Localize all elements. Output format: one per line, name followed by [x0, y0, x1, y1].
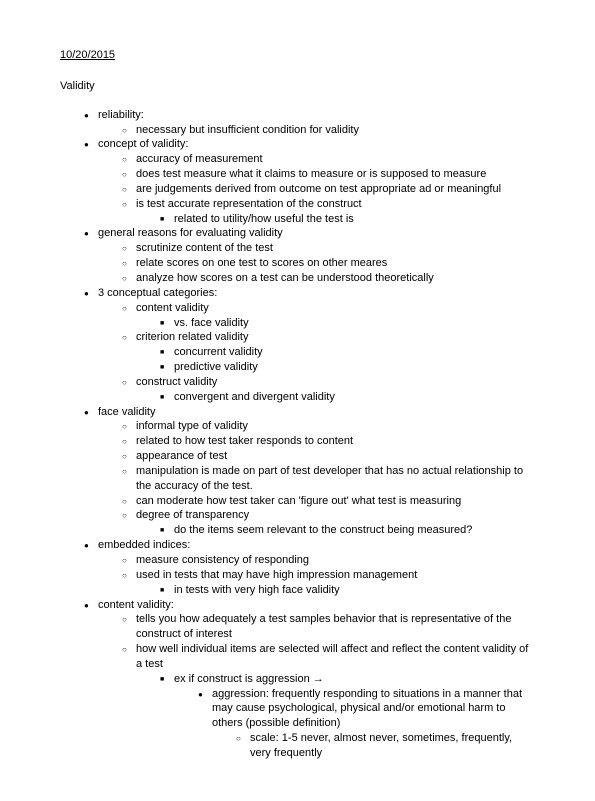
- item-text: convergent and divergent validity: [174, 391, 335, 403]
- item-text: scrutinize content of the test: [136, 242, 273, 254]
- item-text: content validity:: [98, 599, 174, 611]
- item-text: predictive validity: [174, 361, 258, 373]
- list-item: analyze how scores on a test can be unde…: [122, 271, 535, 286]
- list-item: construct validity convergent and diverg…: [122, 375, 535, 405]
- item-text: manipulation is made on part of test dev…: [136, 465, 523, 492]
- list-item: tells you how adequately a test samples …: [122, 612, 535, 642]
- item-text: 3 conceptual categories:: [98, 287, 217, 299]
- list-item: predictive validity: [160, 360, 535, 375]
- list-item: used in tests that may have high impress…: [122, 568, 535, 598]
- list-item: do the items seem relevant to the constr…: [160, 523, 535, 538]
- list-item: embedded indices: measure consistency of…: [84, 538, 535, 597]
- list-item: can moderate how test taker can 'figure …: [122, 494, 535, 509]
- list-item: 3 conceptual categories: content validit…: [84, 286, 535, 405]
- list-item: scrutinize content of the test: [122, 241, 535, 256]
- list-item: related to utility/how useful the test i…: [160, 212, 535, 227]
- list-item: content validity vs. face validity: [122, 301, 535, 331]
- list-item: criterion related validity concurrent va…: [122, 330, 535, 375]
- item-text: concurrent validity: [174, 346, 263, 358]
- item-text: how well individual items are selected w…: [136, 643, 528, 670]
- item-text: criterion related validity: [136, 331, 249, 343]
- item-text: relate scores on one test to scores on o…: [136, 257, 387, 269]
- item-text: aggression: frequently responding to sit…: [212, 688, 522, 730]
- item-text: embedded indices:: [98, 539, 190, 551]
- list-item: scale: 1-5 never, almost never, sometime…: [236, 731, 535, 761]
- list-item: aggression: frequently responding to sit…: [198, 687, 535, 761]
- item-text: are judgements derived from outcome on t…: [136, 183, 501, 195]
- item-text: measure consistency of responding: [136, 554, 309, 566]
- item-text: general reasons for evaluating validity: [98, 227, 283, 239]
- list-item: is test accurate representation of the c…: [122, 197, 535, 227]
- list-item: vs. face validity: [160, 316, 535, 331]
- item-text: concept of validity:: [98, 138, 189, 150]
- item-text: construct validity: [136, 376, 217, 388]
- item-text: face validity: [98, 406, 155, 418]
- list-item: concept of validity: accuracy of measure…: [84, 137, 535, 226]
- list-item: degree of transparency do the items seem…: [122, 508, 535, 538]
- list-item: general reasons for evaluating validity …: [84, 226, 535, 285]
- item-text: related to utility/how useful the test i…: [174, 213, 354, 225]
- list-item: appearance of test: [122, 449, 535, 464]
- list-item: are judgements derived from outcome on t…: [122, 182, 535, 197]
- list-item: informal type of validity: [122, 419, 535, 434]
- list-item: measure consistency of responding: [122, 553, 535, 568]
- item-text: is test accurate representation of the c…: [136, 198, 362, 210]
- item-text: analyze how scores on a test can be unde…: [136, 272, 434, 284]
- list-item: in tests with very high face validity: [160, 583, 535, 598]
- list-item: how well individual items are selected w…: [122, 642, 535, 761]
- item-text: related to how test taker responds to co…: [136, 435, 353, 447]
- item-text: necessary but insufficient condition for…: [136, 124, 359, 136]
- item-text: accuracy of measurement: [136, 153, 263, 165]
- list-item: manipulation is made on part of test dev…: [122, 464, 535, 494]
- document-title: Validity: [60, 79, 535, 94]
- item-text: used in tests that may have high impress…: [136, 569, 417, 581]
- list-item: concurrent validity: [160, 345, 535, 360]
- item-text: vs. face validity: [174, 317, 249, 329]
- list-item: related to how test taker responds to co…: [122, 434, 535, 449]
- item-text: degree of transparency: [136, 509, 249, 521]
- document-date: 10/20/2015: [60, 48, 535, 63]
- item-text: tells you how adequately a test samples …: [136, 613, 511, 640]
- item-text: can moderate how test taker can 'figure …: [136, 495, 461, 507]
- list-item: content validity: tells you how adequate…: [84, 598, 535, 761]
- list-item: accuracy of measurement: [122, 152, 535, 167]
- item-text: content validity: [136, 302, 209, 314]
- item-text: informal type of validity: [136, 420, 248, 432]
- list-item: necessary but insufficient condition for…: [122, 123, 535, 138]
- list-item: convergent and divergent validity: [160, 390, 535, 405]
- list-item: face validity informal type of validity …: [84, 405, 535, 539]
- item-text: appearance of test: [136, 450, 227, 462]
- item-text: scale: 1-5 never, almost never, sometime…: [250, 732, 512, 759]
- item-text: does test measure what it claims to meas…: [136, 168, 486, 180]
- item-text: reliability:: [98, 109, 144, 121]
- list-item: relate scores on one test to scores on o…: [122, 256, 535, 271]
- list-item: ex if construct is aggression → aggressi…: [160, 672, 535, 761]
- outline-list: reliability: necessary but insufficient …: [60, 108, 535, 761]
- item-text: ex if construct is aggression →: [174, 673, 324, 685]
- list-item: reliability: necessary but insufficient …: [84, 108, 535, 138]
- list-item: does test measure what it claims to meas…: [122, 167, 535, 182]
- item-text: in tests with very high face validity: [174, 584, 340, 596]
- item-text: do the items seem relevant to the constr…: [174, 524, 472, 536]
